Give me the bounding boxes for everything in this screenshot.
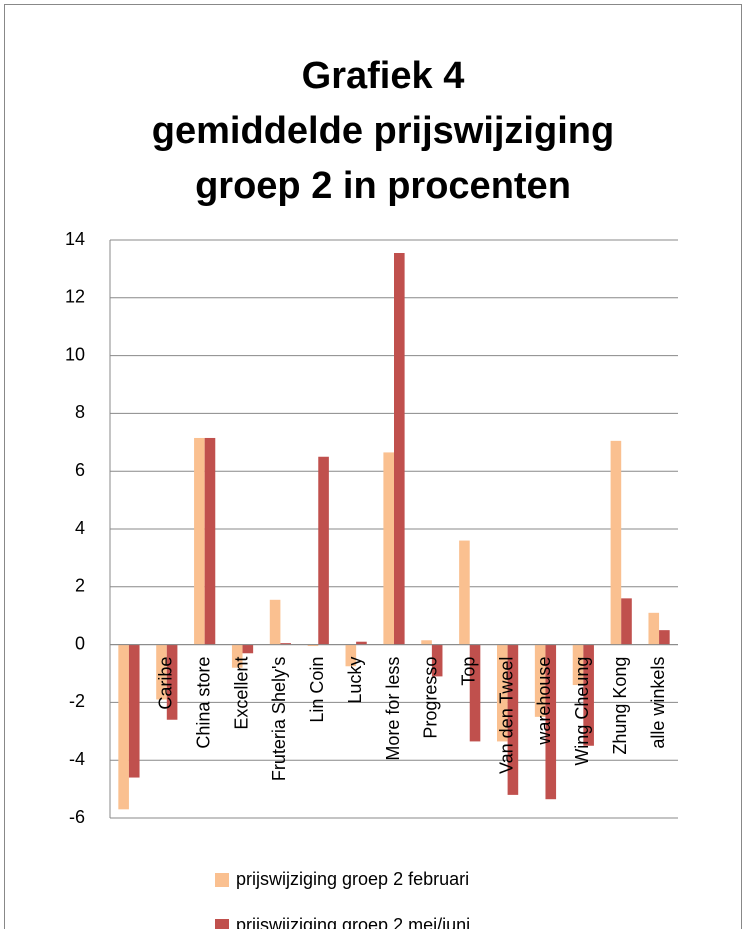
bar: [156, 644, 167, 700]
bar: [459, 540, 470, 645]
bar: [469, 644, 481, 742]
x-tick-label: Fruteria Shely's: [269, 657, 289, 781]
y-tick-label: -4: [69, 749, 85, 769]
bar: [583, 644, 594, 746]
x-tick-label: Wing Cheung: [572, 657, 592, 766]
bar: [118, 644, 129, 810]
bar: [545, 644, 557, 800]
bar: [231, 644, 243, 668]
bar: [194, 437, 205, 645]
bar: [383, 452, 394, 645]
bar: [242, 644, 254, 654]
chart-title: groep 2 in procenten: [195, 165, 571, 207]
y-tick-label: 2: [75, 576, 85, 596]
bar: [318, 456, 329, 645]
bar: [648, 612, 660, 645]
bar: [307, 644, 319, 647]
y-tick-label: 14: [65, 229, 85, 249]
bar: [534, 644, 546, 717]
bar: [507, 644, 519, 795]
bar: [421, 640, 432, 645]
x-tick-label: Zhung Kong: [610, 657, 630, 755]
x-tick-label: More for less: [383, 657, 403, 761]
bar: [356, 641, 367, 645]
bar: [394, 253, 405, 645]
y-tick-label: 6: [75, 460, 85, 480]
x-tick-label: Lin Coin: [307, 657, 327, 723]
legend-swatch: [215, 919, 229, 929]
y-tick-label: -6: [69, 807, 85, 827]
bar: [659, 630, 670, 645]
bar: [269, 599, 281, 645]
bar: [496, 644, 508, 742]
legend-label: prijswijziging groep 2 mei/juni: [236, 915, 470, 929]
y-tick-label: 12: [65, 287, 85, 307]
legend-swatch: [215, 873, 229, 887]
legend-label: prijswijziging groep 2 februari: [236, 869, 469, 889]
bar: [572, 644, 584, 686]
bar: [610, 440, 622, 645]
chart-title: gemiddelde prijswijziging: [152, 110, 614, 152]
bar: [280, 643, 292, 645]
x-tick-label: China store: [193, 657, 213, 749]
chart-title: Grafiek 4: [302, 55, 465, 97]
x-tick-label: warehouse: [534, 657, 554, 746]
bar: [621, 598, 632, 645]
y-tick-label: 0: [75, 633, 85, 653]
x-tick-label: Excellent: [231, 657, 251, 730]
bar: [345, 644, 357, 667]
bar: [166, 644, 178, 720]
y-tick-label: 4: [75, 518, 85, 538]
bar: [431, 644, 443, 677]
bar: [128, 644, 140, 778]
y-tick-label: 10: [65, 344, 85, 364]
x-tick-label: Lucky: [345, 657, 365, 704]
x-tick-label: Van den Tweel: [496, 657, 516, 774]
x-tick-label: Progresso: [421, 657, 441, 739]
y-tick-label: -2: [69, 691, 85, 711]
bar: [204, 437, 216, 645]
x-tick-label: Caribe: [156, 657, 176, 710]
x-tick-label: alle winkels: [648, 657, 668, 749]
y-tick-label: 8: [75, 402, 85, 422]
x-tick-label: Top: [458, 657, 478, 686]
